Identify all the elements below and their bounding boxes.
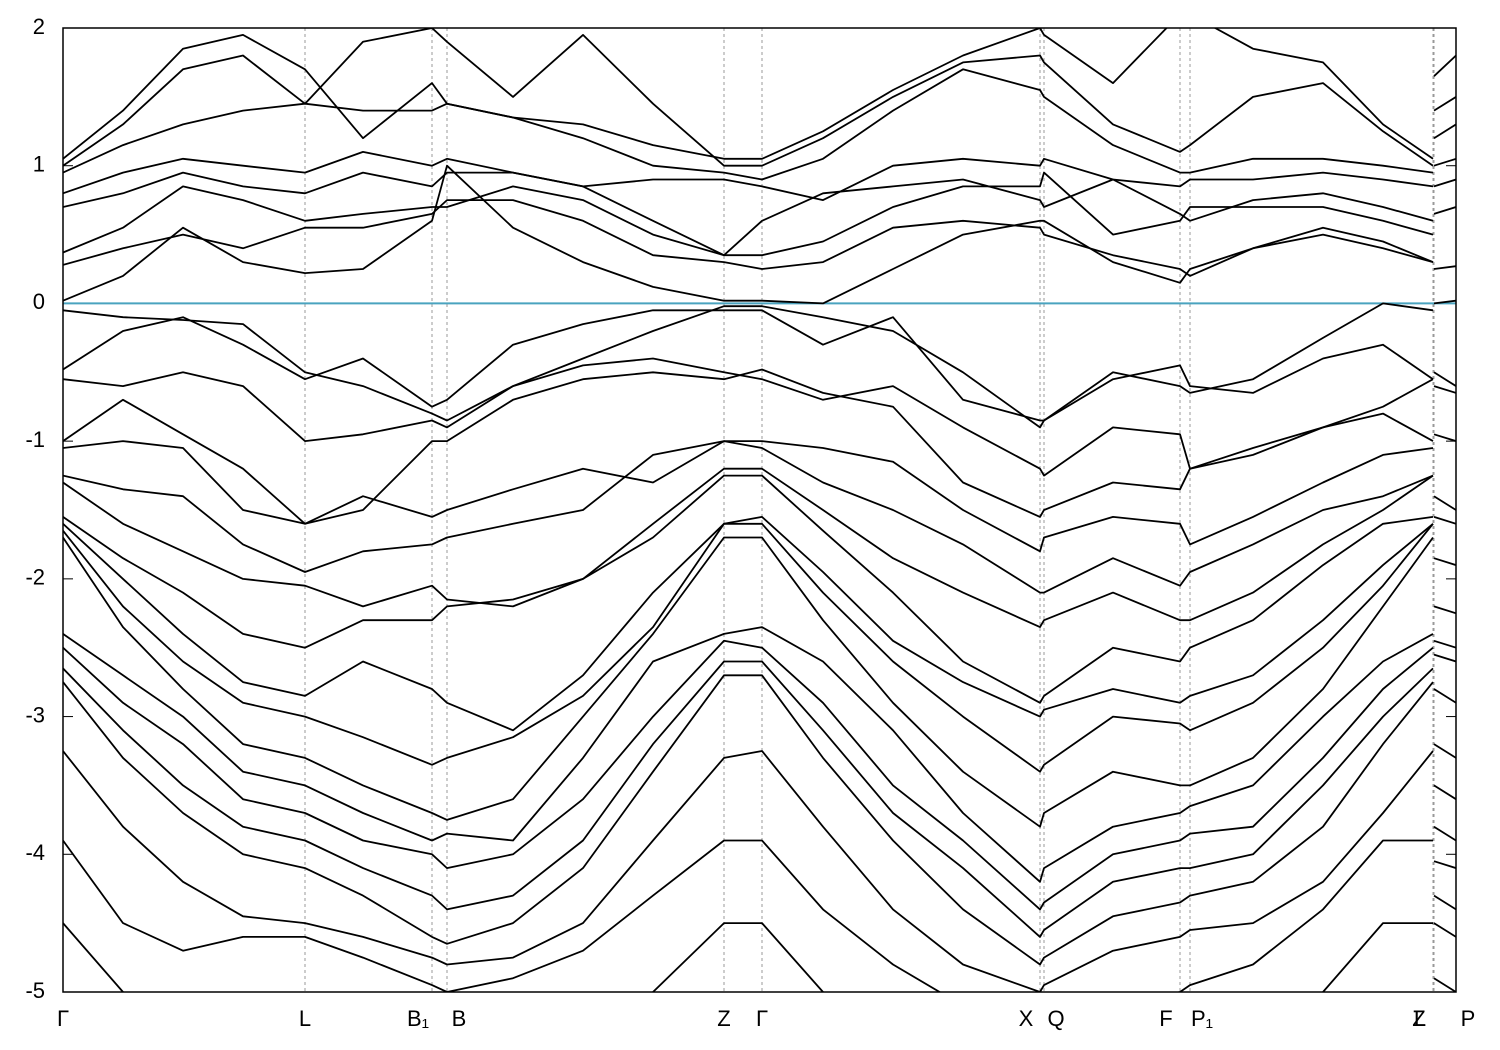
x-tick-label: Γ [57, 1006, 69, 1031]
band-line [63, 171, 1456, 257]
x-tick-label: P [1461, 1006, 1476, 1031]
band-line [63, 750, 1456, 992]
x-tick-label: X [1019, 1006, 1034, 1031]
band-line [63, 922, 1433, 992]
plot-frame [62, 27, 1457, 993]
band-line [63, 309, 1456, 422]
grid [63, 27, 1456, 993]
band-line [63, 28, 1456, 167]
band-line [63, 674, 1456, 966]
band-line [63, 151, 1456, 201]
band-line [63, 302, 1456, 429]
y-tick-label: 0 [33, 289, 45, 314]
x-tick-label: Γ [756, 1006, 768, 1031]
band-line [63, 68, 1456, 181]
y-tick-label: -2 [25, 565, 45, 590]
band-line [63, 536, 1456, 828]
band-line [63, 516, 1456, 732]
band-line [63, 199, 1456, 277]
x-tick-label: Z [1412, 1006, 1425, 1031]
band-line [63, 440, 1456, 553]
x-tick-label: P₁ [1191, 1006, 1213, 1031]
x-tick-label: L [299, 1006, 311, 1031]
x-tick-label: L [1414, 1006, 1426, 1031]
band-line [63, 474, 1456, 704]
band-line [63, 626, 1456, 883]
band-line [63, 660, 1456, 938]
y-tick-label: -5 [25, 978, 45, 1003]
x-tick-label: Z [717, 1006, 730, 1031]
y-tick-label: 2 [33, 14, 45, 39]
x-tick-label: F [1159, 1006, 1172, 1031]
band-line [63, 440, 1456, 594]
x-tick-label: B [452, 1006, 467, 1031]
y-tick-label: -4 [25, 840, 45, 865]
x-tick-label: B₁ [407, 1006, 429, 1031]
band-line [63, 467, 1456, 628]
x-tick-label: Q [1047, 1006, 1064, 1031]
band-line [63, 164, 1456, 305]
bands [63, 28, 1456, 992]
band-line [63, 28, 1456, 160]
band-line [63, 357, 1456, 477]
y-tick-label: -3 [25, 702, 45, 727]
band-line [63, 639, 1456, 911]
y-tick-label: -1 [25, 427, 45, 452]
band-line [63, 522, 1456, 773]
band-line [63, 171, 1456, 257]
band-line [63, 839, 1456, 992]
y-tick-label: 1 [33, 152, 45, 177]
